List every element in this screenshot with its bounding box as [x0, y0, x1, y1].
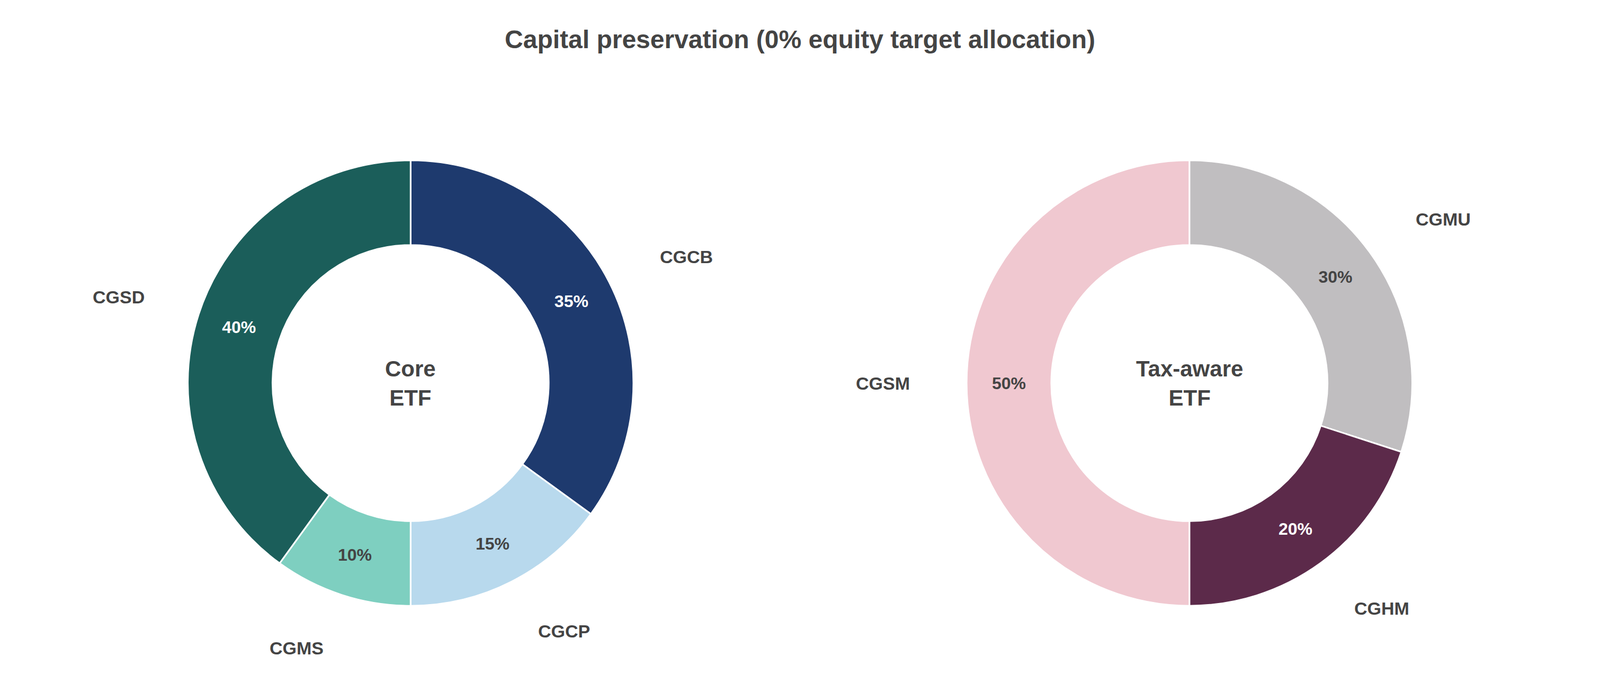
svg-text:10%: 10% [337, 545, 372, 565]
svg-text:CGCB: CGCB [659, 246, 713, 267]
svg-text:CGSM: CGSM [855, 373, 910, 394]
svg-text:40%: 40% [221, 317, 256, 337]
svg-text:Capital preservation (0% equit: Capital preservation (0% equity target a… [504, 25, 1096, 54]
svg-text:CGSD: CGSD [92, 287, 145, 308]
svg-text:30%: 30% [1318, 267, 1353, 287]
svg-text:CGHM: CGHM [1354, 598, 1410, 619]
svg-text:50%: 50% [991, 373, 1026, 393]
svg-text:20%: 20% [1278, 519, 1313, 539]
svg-text:CoreETF: CoreETF [385, 356, 436, 411]
svg-text:CGMS: CGMS [269, 638, 324, 659]
svg-text:CGCP: CGCP [538, 621, 591, 642]
svg-text:35%: 35% [554, 291, 589, 311]
svg-text:CGMU: CGMU [1415, 209, 1471, 230]
svg-text:15%: 15% [475, 534, 510, 554]
svg-text:Tax-awareETF: Tax-awareETF [1136, 356, 1244, 411]
